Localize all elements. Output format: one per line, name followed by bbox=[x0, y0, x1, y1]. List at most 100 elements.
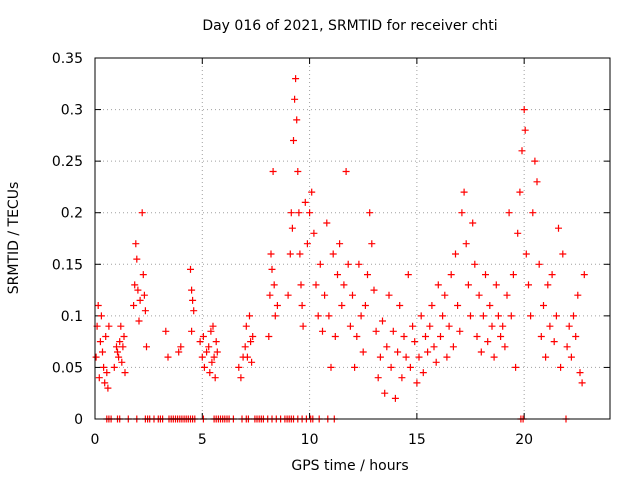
data-point bbox=[415, 353, 423, 361]
data-point bbox=[370, 286, 378, 294]
data-point bbox=[525, 281, 532, 289]
data-point bbox=[452, 250, 459, 258]
data-point bbox=[391, 394, 399, 402]
data-point bbox=[406, 363, 414, 371]
data-point bbox=[135, 317, 143, 325]
data-point bbox=[198, 353, 206, 361]
data-point bbox=[376, 353, 384, 361]
x-tick-label: 10 bbox=[301, 432, 319, 448]
data-point bbox=[559, 250, 567, 258]
data-point bbox=[441, 291, 449, 299]
data-point bbox=[467, 312, 474, 320]
data-point bbox=[576, 369, 584, 377]
data-point bbox=[353, 333, 361, 340]
data-point bbox=[434, 281, 442, 289]
data-point bbox=[134, 286, 142, 294]
x-tick-label: 5 bbox=[198, 432, 207, 448]
data-point bbox=[537, 333, 545, 340]
data-point bbox=[113, 343, 120, 351]
data-point bbox=[578, 379, 586, 387]
data-point bbox=[190, 307, 198, 315]
data-point bbox=[540, 302, 547, 309]
data-point bbox=[120, 333, 128, 340]
data-point bbox=[288, 224, 296, 232]
data-point bbox=[188, 327, 196, 335]
data-point bbox=[199, 333, 207, 340]
data-point bbox=[117, 322, 125, 330]
data-point bbox=[494, 312, 502, 320]
data-point bbox=[351, 363, 359, 371]
y-tick-label: 0.3 bbox=[61, 103, 83, 119]
data-point bbox=[447, 271, 455, 279]
data-point bbox=[359, 348, 367, 356]
data-point bbox=[139, 271, 147, 279]
x-tick-label: 15 bbox=[408, 432, 426, 448]
y-tick-label: 0.35 bbox=[52, 51, 83, 67]
data-point bbox=[387, 363, 395, 371]
data-point bbox=[548, 271, 556, 279]
data-point bbox=[338, 302, 346, 309]
data-point bbox=[208, 358, 216, 366]
data-point bbox=[357, 312, 365, 320]
data-point bbox=[140, 291, 148, 299]
data-point bbox=[136, 296, 144, 304]
data-point bbox=[383, 343, 391, 351]
data-point bbox=[102, 333, 110, 340]
data-point bbox=[321, 291, 329, 299]
data-point bbox=[516, 188, 524, 196]
data-point bbox=[249, 333, 257, 340]
data-point bbox=[555, 224, 562, 232]
data-point bbox=[211, 374, 219, 382]
data-point bbox=[273, 302, 281, 309]
data-point bbox=[99, 348, 106, 356]
data-point bbox=[521, 126, 529, 134]
data-point bbox=[188, 286, 196, 294]
data-point bbox=[374, 374, 382, 382]
data-point bbox=[355, 260, 363, 268]
data-point bbox=[479, 312, 487, 320]
data-point bbox=[291, 95, 299, 103]
data-point bbox=[336, 240, 344, 248]
data-point bbox=[570, 312, 577, 320]
data-point bbox=[529, 209, 537, 217]
data-point bbox=[314, 312, 322, 320]
data-point bbox=[381, 389, 389, 397]
data-point bbox=[293, 116, 301, 124]
data-point bbox=[507, 312, 515, 320]
data-point bbox=[430, 343, 438, 351]
data-point bbox=[417, 312, 425, 320]
data-point bbox=[312, 281, 320, 289]
data-point bbox=[203, 348, 211, 356]
data-point bbox=[103, 369, 111, 377]
data-point bbox=[175, 348, 183, 356]
data-point bbox=[177, 343, 185, 351]
data-point bbox=[503, 291, 511, 299]
data-point bbox=[471, 260, 479, 268]
data-point bbox=[105, 322, 113, 330]
y-axis-label: SRMTID / TECUs bbox=[6, 182, 22, 295]
data-point bbox=[138, 209, 146, 217]
data-point bbox=[544, 281, 552, 289]
data-point bbox=[131, 281, 139, 289]
data-point bbox=[248, 358, 256, 366]
data-point bbox=[323, 219, 331, 227]
data-point bbox=[290, 137, 297, 144]
data-point bbox=[492, 281, 500, 289]
data-point bbox=[398, 374, 406, 382]
data-point bbox=[552, 312, 560, 320]
data-point bbox=[327, 363, 335, 371]
data-point bbox=[535, 260, 543, 268]
data-point bbox=[400, 333, 408, 340]
data-point bbox=[267, 250, 275, 258]
data-point bbox=[325, 312, 333, 320]
data-point bbox=[235, 363, 243, 371]
data-point bbox=[514, 229, 522, 237]
data-point bbox=[271, 312, 279, 320]
data-point bbox=[456, 327, 464, 335]
chart-title: Day 016 of 2021, SRMTID for receiver cht… bbox=[202, 18, 497, 34]
data-point bbox=[574, 291, 582, 299]
data-point bbox=[187, 265, 194, 273]
data-point bbox=[94, 302, 102, 309]
data-point bbox=[331, 333, 339, 340]
